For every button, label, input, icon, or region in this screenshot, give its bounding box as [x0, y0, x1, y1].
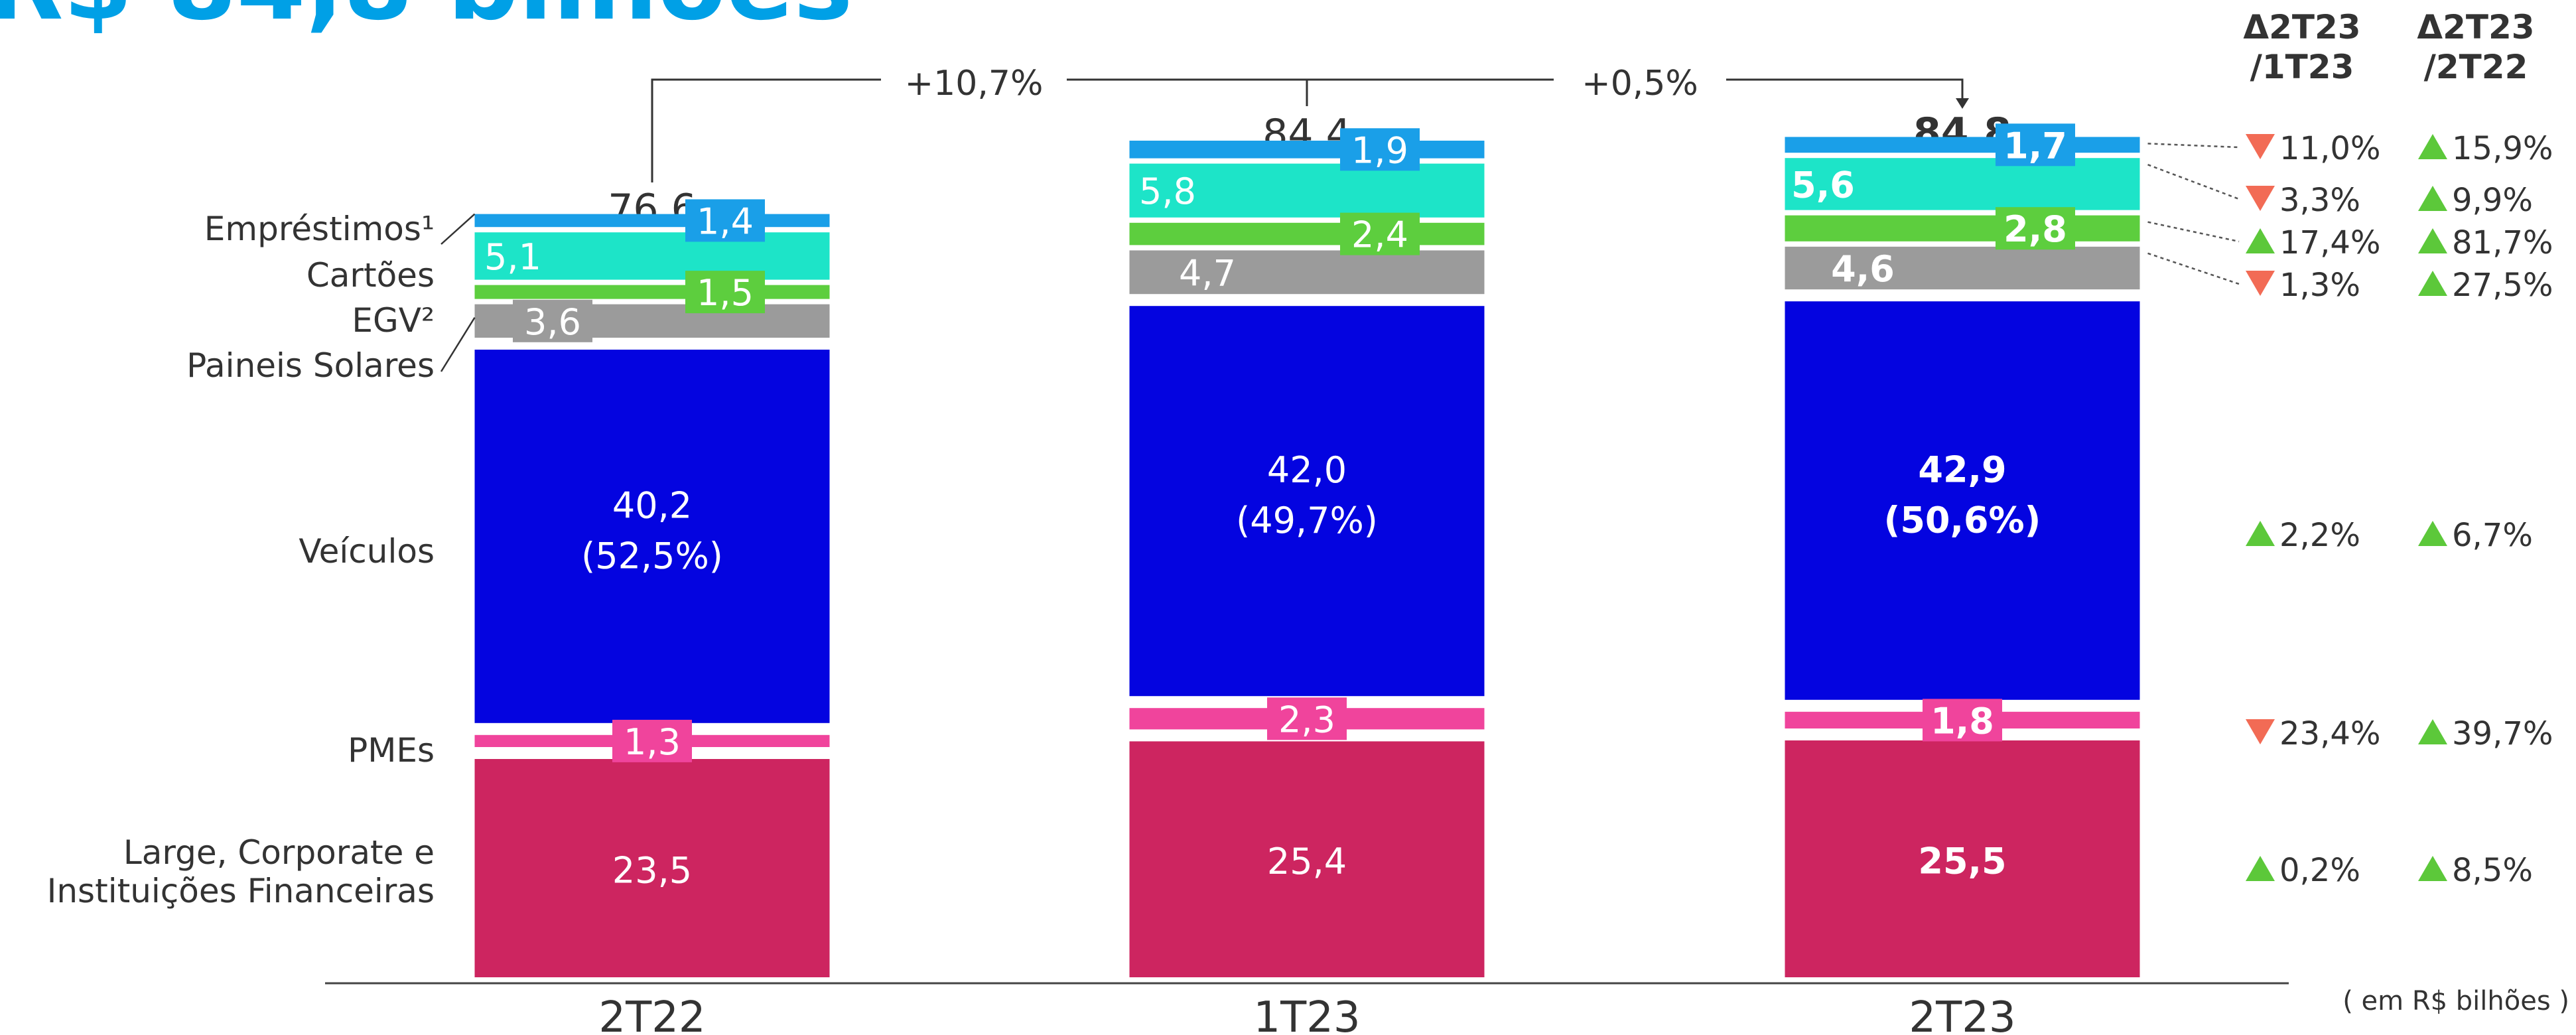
delta-value-yoy-smes: 39,7% — [2452, 715, 2553, 752]
data-label-corporate-1T23: 25,4 — [1267, 841, 1347, 882]
x-tick-label-2t22: 2T22 — [598, 993, 705, 1035]
data-label-loans-2T22: 1,4 — [697, 200, 754, 242]
delta-arrow-yoy-solar — [2418, 271, 2447, 296]
delta-value-qoq-corporate: 0,2% — [2279, 852, 2360, 889]
delta-arrow-yoy-egv — [2418, 228, 2447, 253]
data-sublabel-vehicles-2T23: (50,6%) — [1884, 500, 2041, 541]
delta-value-yoy-corporate: 8,5% — [2452, 852, 2533, 889]
data-label-smes-2T23: 1,8 — [1931, 700, 1994, 742]
series-label-corporate-line2: Instituições Financeiras — [47, 872, 435, 910]
data-label-vehicles-1T23: 42,0 — [1267, 449, 1347, 491]
delta-value-qoq-vehicles: 2,2% — [2279, 517, 2360, 554]
bar-loans-1T23 — [1130, 141, 1485, 159]
data-label-vehicles-2T23: 42,9 — [1918, 449, 2006, 491]
data-label-loans-2T23: 1,7 — [2003, 125, 2067, 167]
data-sublabel-vehicles-1T23: (49,7%) — [1236, 500, 1378, 541]
unit-note: ( em R$ bilhões ) — [2342, 986, 2569, 1016]
delta-header-qoq-line1: Δ2T23 — [2243, 8, 2360, 46]
leader-line-solar — [441, 318, 475, 372]
data-sublabel-vehicles-2T22: (52,5%) — [581, 535, 723, 577]
delta-value-qoq-solar: 1,3% — [2279, 267, 2360, 304]
data-label-smes-1T23: 2,3 — [1278, 699, 1335, 740]
delta-columns: 0,2% 8,5% 23,4% 39,7% 2,2% 6,7% 1,3% 27,5% 17,4%… — [2148, 130, 2553, 889]
series-leader-lines — [441, 214, 475, 372]
data-label-vehicles-2T22: 40,2 — [612, 484, 692, 526]
data-label-solar-2T22: 3,6 — [524, 301, 581, 343]
data-label-egv-2T23: 2,8 — [2003, 208, 2067, 250]
delta-arrow-qoq-corporate — [2246, 856, 2275, 881]
data-label-smes-2T22: 1,3 — [624, 721, 681, 763]
delta-value-yoy-vehicles: 6,7% — [2452, 517, 2533, 554]
data-label-corporate-2T22: 23,5 — [612, 850, 692, 892]
delta-header-qoq-line2: /1T23 — [2250, 48, 2354, 86]
data-label-egv-2T22: 1,5 — [697, 272, 754, 314]
data-label-cards-1T23: 5,8 — [1139, 171, 1196, 212]
delta-arrow-yoy-vehicles — [2418, 521, 2447, 546]
page-title: R$ 84,8 bilhões — [0, 0, 852, 42]
data-label-cards-2T23: 5,6 — [1791, 164, 1855, 206]
delta-value-qoq-loans: 11,0% — [2279, 130, 2380, 167]
series-label-corporate-line2-text: Instituições Financeiras — [47, 872, 435, 910]
data-label-loans-1T23: 1,9 — [1351, 129, 1408, 171]
growth-label-2: +0,5% — [1582, 64, 1698, 104]
delta-leader-loans — [2148, 143, 2240, 147]
delta-arrow-yoy-corporate — [2418, 856, 2447, 881]
series-label-corporate-line1: Large, Corporate e — [123, 833, 435, 872]
delta-value-yoy-loans: 15,9% — [2452, 130, 2553, 167]
growth-connector-arrow — [1956, 98, 1969, 109]
delta-value-yoy-solar: 27,5% — [2452, 267, 2553, 304]
series-label-egv: EGV² — [352, 301, 435, 340]
bar-loans-2T23 — [1785, 137, 2140, 153]
delta-value-qoq-cards: 3,3% — [2279, 182, 2360, 219]
delta-arrow-yoy-cards — [2418, 186, 2447, 211]
delta-header-yoy-line1: Δ2T23 — [2417, 8, 2534, 46]
delta-arrow-qoq-cards — [2246, 186, 2275, 211]
leader-line-loans — [441, 214, 475, 244]
delta-arrow-qoq-solar — [2246, 271, 2275, 296]
data-label-cards-2T22: 5,1 — [484, 236, 541, 278]
x-tick-label-2t23: 2T23 — [1909, 993, 2015, 1035]
delta-value-yoy-cards: 9,9% — [2452, 182, 2533, 219]
x-tick-label-1t23: 1T23 — [1253, 993, 1360, 1035]
data-label-corporate-2T23: 25,5 — [1918, 841, 2006, 882]
delta-arrow-qoq-smes — [2246, 719, 2275, 744]
delta-leader-cards — [2148, 165, 2240, 199]
growth-label-1: +10,7% — [905, 64, 1044, 104]
series-label-solar: Paineis Solares — [186, 346, 435, 385]
data-label-solar-1T23: 4,7 — [1179, 252, 1236, 294]
series-label-cards: Cartões — [306, 256, 435, 295]
series-label-smes: PMEs — [348, 731, 435, 770]
delta-value-yoy-egv: 81,7% — [2452, 224, 2553, 261]
series-label-vehicles: Veículos — [299, 532, 435, 571]
delta-arrow-yoy-loans — [2418, 134, 2447, 159]
delta-header-yoy-line2: /2T22 — [2424, 48, 2528, 86]
series-label-loans: Empréstimos¹ — [204, 210, 435, 248]
delta-value-qoq-egv: 17,4% — [2279, 224, 2380, 261]
delta-leader-egv — [2148, 222, 2240, 242]
delta-arrow-yoy-smes — [2418, 719, 2447, 744]
delta-arrow-qoq-loans — [2246, 134, 2275, 159]
bar-egv-2T22 — [475, 285, 830, 299]
data-label-solar-2T23: 4,6 — [1831, 248, 1895, 290]
data-label-egv-1T23: 2,4 — [1351, 214, 1408, 256]
bar-loans-2T22 — [475, 214, 830, 228]
delta-leader-solar — [2148, 253, 2240, 284]
delta-arrow-qoq-egv — [2246, 228, 2275, 253]
bar-egv-1T23 — [1130, 223, 1485, 245]
bar-egv-2T23 — [1785, 216, 2140, 242]
delta-arrow-qoq-vehicles — [2246, 521, 2275, 546]
delta-value-qoq-smes: 23,4% — [2279, 715, 2380, 752]
series-label-corporate-line1-text: Large, Corporate e — [123, 833, 435, 872]
